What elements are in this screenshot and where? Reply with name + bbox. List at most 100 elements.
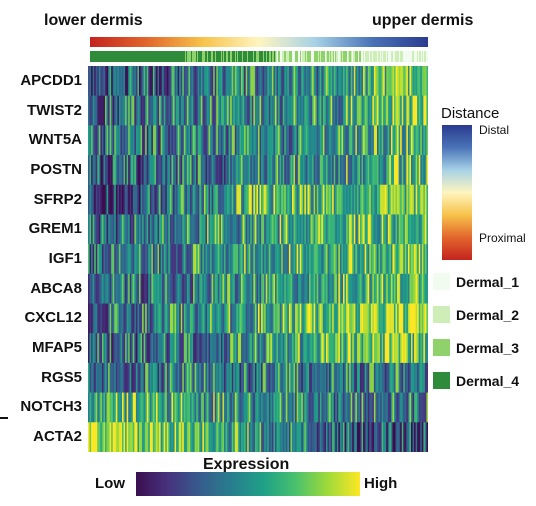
cluster-cell [350, 51, 352, 62]
heatmap-row-sfrp2 [88, 184, 428, 215]
cluster-cell [399, 51, 401, 62]
cluster-cell [172, 51, 174, 62]
cluster-cell [169, 51, 171, 62]
cluster-cell [390, 51, 392, 62]
cluster-cell [365, 51, 367, 62]
cluster-cell [186, 51, 188, 62]
cluster-cell [398, 51, 400, 62]
cluster-cell [301, 51, 303, 62]
cluster-cell [396, 51, 398, 62]
expression-low-label: Low [95, 475, 125, 492]
cluster-cell [319, 51, 321, 62]
expression-high-label: High [364, 475, 398, 492]
heatmap-row-wnt5a [88, 125, 428, 156]
cluster-cell [144, 51, 146, 62]
cluster-cell [127, 51, 129, 62]
cluster-cell [284, 51, 286, 62]
cluster-label-1: Dermal_1 [456, 274, 520, 290]
cluster-cell [420, 51, 422, 62]
cluster-cell [232, 51, 234, 62]
cluster-cell [298, 51, 300, 62]
cluster-cell [112, 51, 114, 62]
cluster-cell [157, 51, 159, 62]
cluster-cell [264, 51, 266, 62]
cluster-cell [330, 51, 332, 62]
cluster-cell [235, 51, 237, 62]
cluster-cell [331, 51, 333, 62]
cluster-cell [371, 51, 373, 62]
cluster-cell [200, 51, 202, 62]
cluster-cell [243, 51, 245, 62]
cluster-cell [326, 51, 328, 62]
cluster-cell [152, 51, 154, 62]
cluster-cell [341, 51, 343, 62]
cluster-cell [222, 51, 224, 62]
gene-label-sfrp2: SFRP2 [33, 190, 82, 208]
cluster-cell [405, 51, 407, 62]
cluster-cell [221, 51, 223, 62]
cluster-cell [323, 51, 325, 62]
cluster-cell [267, 51, 269, 62]
cluster-swatch-2 [433, 306, 450, 323]
cluster-cell [255, 51, 257, 62]
cluster-cell [286, 51, 288, 62]
cluster-cell [206, 51, 208, 62]
cluster-cell [233, 51, 235, 62]
cluster-cell [259, 51, 261, 62]
cluster-cell [159, 51, 161, 62]
expression-heatmap [88, 66, 428, 452]
cluster-cell [109, 51, 111, 62]
cluster-cell [249, 51, 251, 62]
cluster-cell [124, 51, 126, 62]
cluster-cell [226, 51, 228, 62]
heatmap-row-notch3 [88, 392, 428, 423]
heatmap-row-postn [88, 155, 428, 186]
cluster-cell [175, 51, 177, 62]
cluster-cell [225, 51, 227, 62]
cluster-cell [237, 51, 239, 62]
cluster-cell [116, 51, 118, 62]
cluster-cell [168, 51, 170, 62]
cluster-cell [131, 51, 133, 62]
cluster-cell [372, 51, 374, 62]
cluster-cell [380, 51, 382, 62]
cluster-cell [151, 51, 153, 62]
cluster-cell [136, 51, 138, 62]
heatmap-row-mfap5 [88, 333, 428, 364]
cluster-cell [135, 51, 137, 62]
cluster-cell [364, 51, 366, 62]
cluster-cell [287, 51, 289, 62]
cluster-cell [185, 51, 187, 62]
gene-label-postn: POSTN [30, 160, 82, 178]
cluster-cell [314, 51, 316, 62]
cluster-cell [230, 51, 232, 62]
cluster-cell [343, 51, 345, 62]
heatmap-row-rgs5 [88, 362, 428, 393]
cluster-cell [352, 51, 354, 62]
cluster-cell [273, 51, 275, 62]
cluster-cell [377, 51, 379, 62]
cluster-cell [219, 51, 221, 62]
cluster-cell [182, 51, 184, 62]
cluster-cell [279, 51, 281, 62]
cluster-swatch-1 [433, 273, 450, 290]
cluster-cell [424, 51, 426, 62]
gene-label-igf1: IGF1 [48, 250, 82, 267]
cluster-cell [193, 51, 195, 62]
cluster-cell [338, 51, 340, 62]
cluster-cell [94, 51, 96, 62]
cluster-cell [191, 51, 193, 62]
gene-label-acta2: ACTA2 [33, 428, 82, 446]
cluster-cell [117, 51, 119, 62]
cluster-cell [391, 51, 393, 62]
cluster-cell [413, 51, 415, 62]
cluster-cell [353, 51, 355, 62]
cluster-cell [336, 51, 338, 62]
cluster-cell [332, 51, 334, 62]
cluster-cell [170, 51, 172, 62]
cluster-cell [367, 51, 369, 62]
cluster-cell [265, 51, 267, 62]
cluster-cell [347, 51, 349, 62]
cluster-cell [98, 51, 100, 62]
cluster-cell [248, 51, 250, 62]
